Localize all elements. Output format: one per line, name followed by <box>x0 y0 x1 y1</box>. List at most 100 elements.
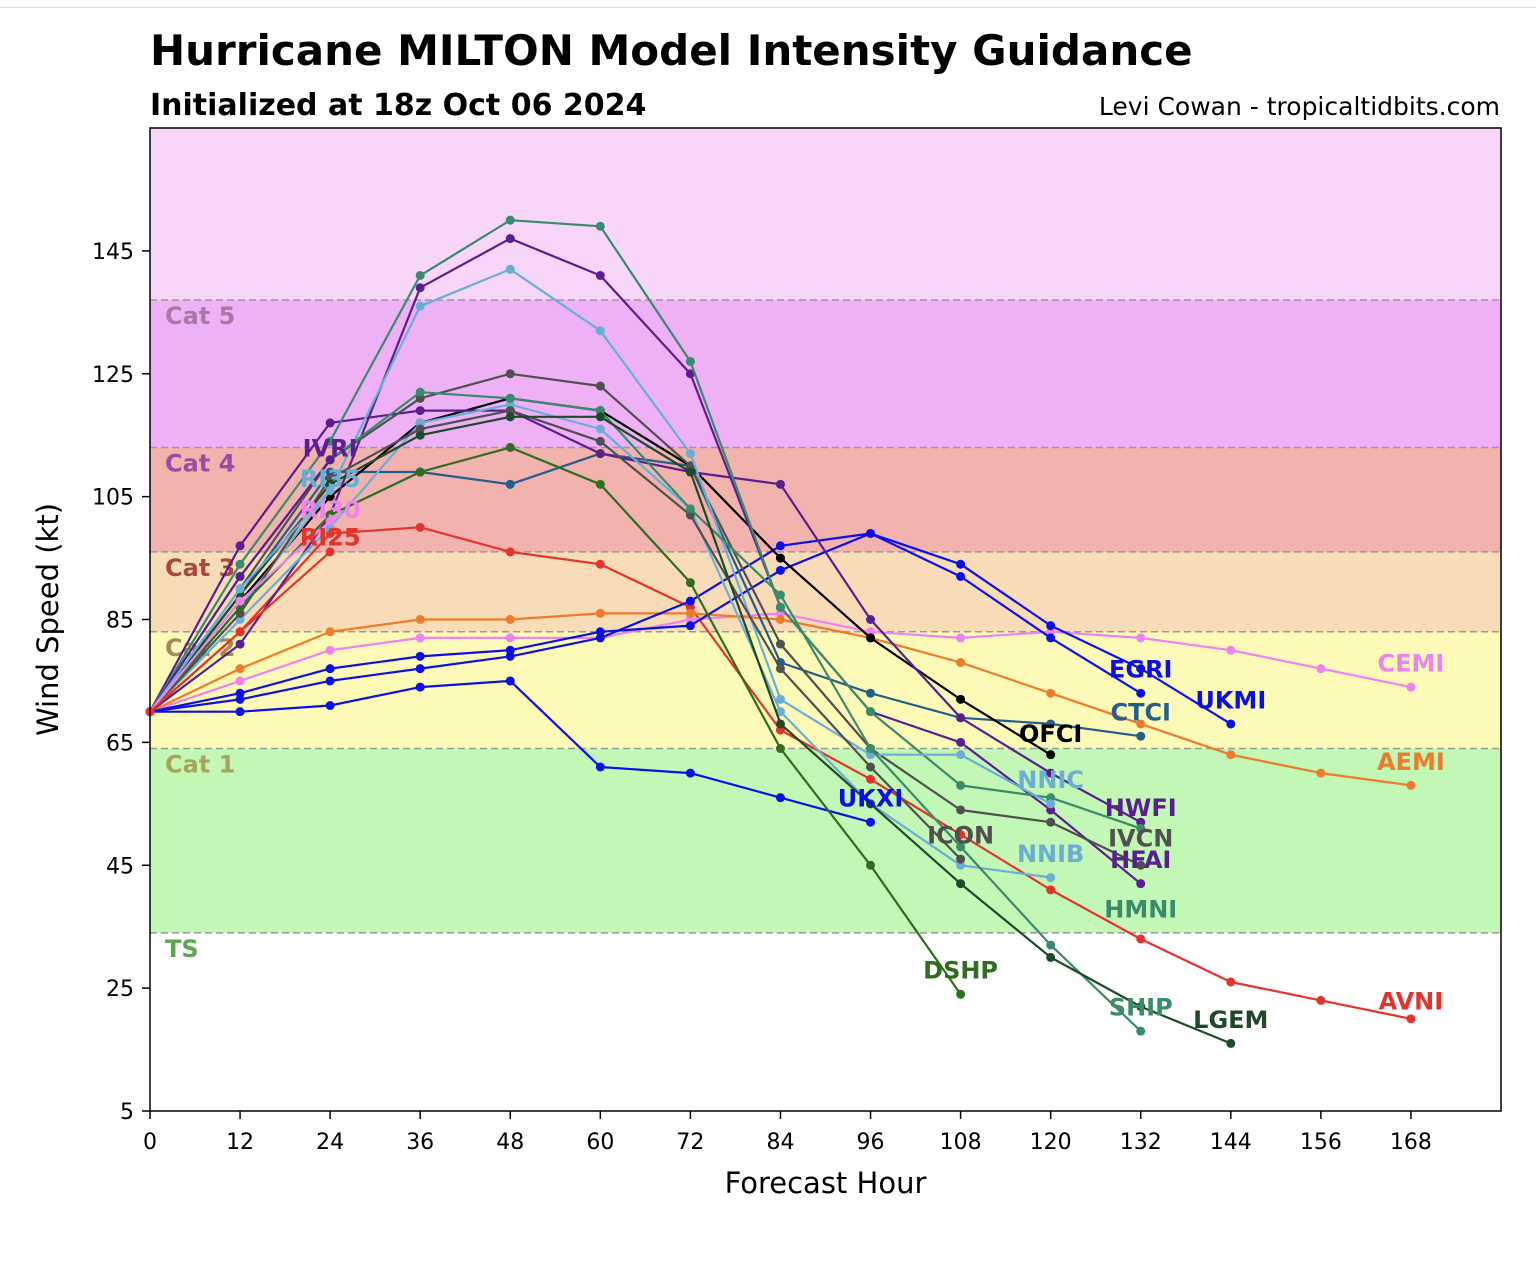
y-tick-label-65: 65 <box>106 731 134 756</box>
point-egri-24 <box>325 676 335 686</box>
point-cemi-132 <box>1136 633 1146 643</box>
series-line-hwfi <box>149 409 1142 824</box>
point-lgem-108 <box>956 879 966 889</box>
point-lgem-36 <box>415 430 425 440</box>
point-ivri-12 <box>235 571 245 581</box>
x-tick-label-108: 108 <box>940 1130 982 1155</box>
x-tick-label-36: 36 <box>406 1130 434 1155</box>
chart-credit: Levi Cowan - tropicaltidbits.com <box>1098 92 1500 121</box>
point-ri25-24 <box>325 547 335 557</box>
point-ri30-24 <box>325 516 335 526</box>
point-avni-132 <box>1136 934 1146 944</box>
point-egri-120 <box>1046 633 1056 643</box>
point-ivcn-60 <box>595 381 605 391</box>
x-tick-label-24: 24 <box>316 1130 344 1155</box>
point-hwfi-36 <box>415 406 425 416</box>
series-label-egri: EGRI <box>1109 656 1173 684</box>
point-lgem-84 <box>775 719 785 729</box>
point-aemi-24 <box>325 627 335 637</box>
point-hmni-108 <box>956 780 966 790</box>
series-label-lgem: LGEM <box>1193 1006 1268 1034</box>
series-label-aemi: AEMI <box>1377 748 1445 776</box>
point-ri25-12 <box>235 627 245 637</box>
category-threshold-lines <box>150 299 1501 934</box>
point-nnic-48 <box>505 264 515 274</box>
point-lgem-96 <box>866 799 876 809</box>
point-ivri-24 <box>325 455 335 465</box>
y-tick-label-105: 105 <box>92 486 134 511</box>
point-hfai-132 <box>1136 879 1146 889</box>
point-ctci-120 <box>1046 719 1056 729</box>
point-ship-120 <box>1046 940 1056 950</box>
point-icon-60 <box>595 436 605 446</box>
series-line-ivcn <box>149 372 1142 867</box>
point-egri-108 <box>956 571 966 581</box>
point-aemi-72 <box>685 608 695 618</box>
band-label-ts: TS <box>165 935 199 963</box>
band-ts <box>150 748 1501 933</box>
point-ship-72 <box>685 504 695 514</box>
point-dshp-84 <box>775 744 785 754</box>
series-labels: AVNI CEMI AEMI UKMI EGRI UKXI CTCI OFCI HWFI HFAI… <box>300 434 1445 1033</box>
series-label-ukmi: UKMI <box>1195 686 1266 714</box>
band-label-cat-1: Cat 1 <box>165 751 235 779</box>
y-tick-label-85: 85 <box>106 609 134 634</box>
point-avni-144 <box>1226 977 1236 987</box>
point-aemi-60 <box>595 608 605 618</box>
point-aemi-108 <box>956 658 966 668</box>
band-label-cat-5: Cat 5 <box>165 302 235 330</box>
point-nnic-36 <box>415 301 425 311</box>
point-cemi-24 <box>325 645 335 655</box>
point-ukxi-48 <box>505 676 515 686</box>
x-tick-label-132: 132 <box>1120 1130 1162 1155</box>
point-ctci-132 <box>1136 731 1146 741</box>
point-hmni-36 <box>415 270 425 280</box>
point-ukmi-72 <box>685 621 695 631</box>
y-tick-label-125: 125 <box>92 363 134 388</box>
y-tick-label-5: 5 <box>120 1100 134 1125</box>
point-ukmi-36 <box>415 651 425 661</box>
point-avni-96 <box>866 774 876 784</box>
point-ofci-108 <box>956 694 966 704</box>
point-avni-48 <box>505 547 515 557</box>
x-tick-label-144: 144 <box>1210 1130 1252 1155</box>
point-ship-48 <box>505 393 515 403</box>
point-avni-60 <box>595 559 605 569</box>
series-label-cemi: CEMI <box>1378 650 1445 678</box>
point-ri35-24 <box>325 485 335 495</box>
point-hfai-60 <box>595 270 605 280</box>
point-hfai-36 <box>415 283 425 293</box>
point-ivcn-48 <box>505 369 515 379</box>
point-ukxi-36 <box>415 682 425 692</box>
point-dshp-36 <box>415 467 425 477</box>
series-lines <box>145 215 1416 1048</box>
point-cemi-36 <box>415 633 425 643</box>
band-cat-3 <box>150 447 1501 552</box>
x-axis-ticks: 0 12 24 36 48 60 72 84 96 108 120 132 144 156 168 <box>143 1111 1432 1155</box>
x-tick-label-60: 60 <box>586 1130 614 1155</box>
point-cemi-144 <box>1226 645 1236 655</box>
point-hmni-48 <box>505 215 515 225</box>
top-divider <box>0 7 1536 8</box>
point-lgem-144 <box>1226 1038 1236 1048</box>
series-label-dshp: DSHP <box>923 957 998 985</box>
point-icon-96 <box>866 762 876 772</box>
point-hmni-84 <box>775 602 785 612</box>
point-hmni-96 <box>866 707 876 717</box>
point-aemi-156 <box>1316 768 1326 778</box>
point-hwfi-120 <box>1046 768 1056 778</box>
point-lgem-48 <box>505 412 515 422</box>
band-cat-5 <box>150 128 1501 301</box>
y-axis-ticks: 5 25 45 65 85 105 125 145 <box>92 240 150 1125</box>
series-label-hfai: HFAI <box>1110 846 1171 874</box>
point-lgem-60 <box>595 412 605 422</box>
point-lgem-132 <box>1136 1002 1146 1012</box>
point-egri-72 <box>685 596 695 606</box>
point-egri-48 <box>505 651 515 661</box>
point-hmni-132 <box>1136 823 1146 833</box>
point-nnic-72 <box>685 449 695 459</box>
series-label-icon: ICON <box>927 822 994 850</box>
point-lgem-120 <box>1046 952 1056 962</box>
series-line-hmni <box>149 219 1142 830</box>
